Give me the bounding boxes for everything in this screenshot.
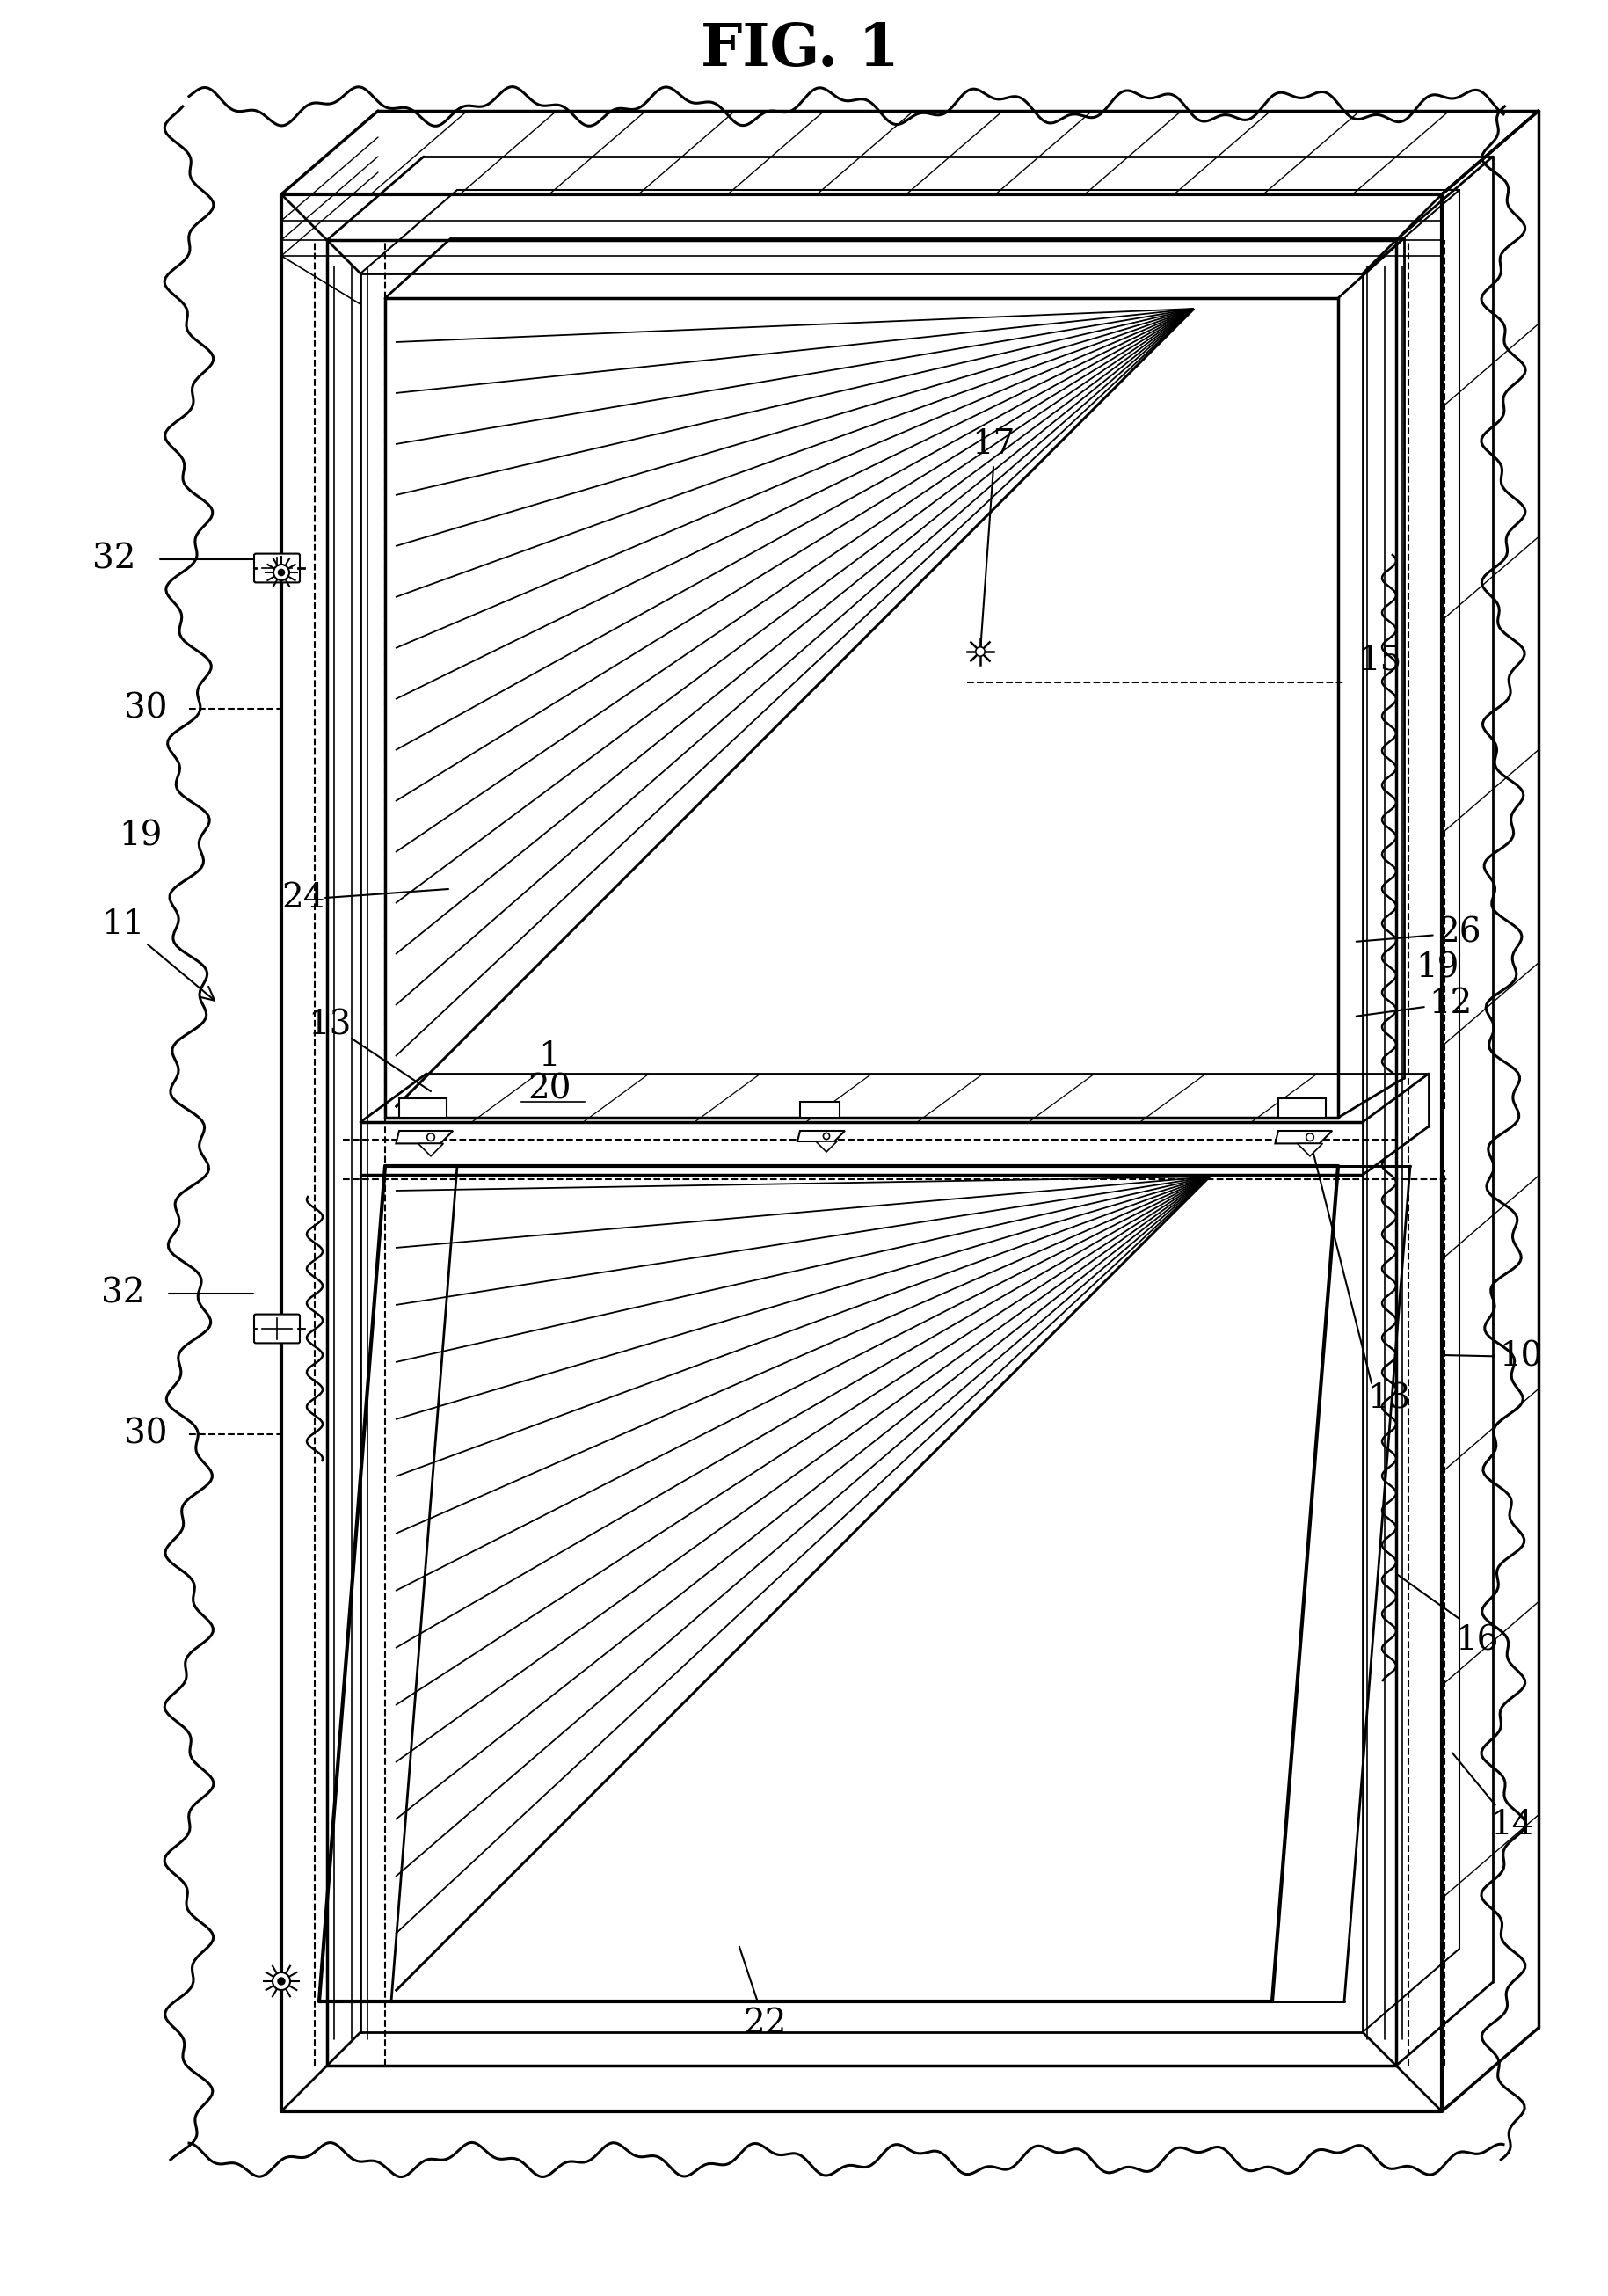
Polygon shape xyxy=(1278,1100,1325,1118)
Polygon shape xyxy=(798,1132,844,1141)
Circle shape xyxy=(273,565,289,581)
Text: 30: 30 xyxy=(124,1419,167,1451)
Polygon shape xyxy=(815,1141,838,1153)
Text: 12: 12 xyxy=(1356,987,1473,1019)
Text: 14: 14 xyxy=(1452,1752,1534,1841)
Text: 13: 13 xyxy=(1367,1382,1410,1414)
Polygon shape xyxy=(1275,1132,1331,1143)
Text: 15: 15 xyxy=(1359,645,1402,677)
Polygon shape xyxy=(1298,1143,1323,1157)
Text: 10: 10 xyxy=(1444,1341,1542,1373)
Text: 32: 32 xyxy=(93,542,137,576)
Text: 11: 11 xyxy=(101,907,214,1001)
Circle shape xyxy=(1306,1134,1314,1141)
Text: 13: 13 xyxy=(309,1008,352,1042)
Circle shape xyxy=(272,1972,289,1991)
Text: 17: 17 xyxy=(971,429,1015,461)
FancyBboxPatch shape xyxy=(254,1313,299,1343)
Polygon shape xyxy=(801,1102,839,1118)
Polygon shape xyxy=(396,1132,453,1143)
Text: 16: 16 xyxy=(1455,1626,1499,1658)
Circle shape xyxy=(976,647,984,657)
Polygon shape xyxy=(399,1100,447,1118)
Text: 32: 32 xyxy=(101,1277,145,1309)
Circle shape xyxy=(428,1134,434,1141)
Polygon shape xyxy=(418,1143,444,1157)
Circle shape xyxy=(278,569,285,576)
Circle shape xyxy=(278,1977,285,1984)
Text: 26: 26 xyxy=(1357,916,1481,948)
Circle shape xyxy=(823,1132,830,1139)
Text: 19: 19 xyxy=(1415,953,1458,985)
Text: 1: 1 xyxy=(539,1040,560,1072)
Text: 20: 20 xyxy=(527,1072,571,1107)
Text: 22: 22 xyxy=(740,1947,786,2039)
FancyBboxPatch shape xyxy=(254,553,299,583)
Text: 24: 24 xyxy=(281,882,325,914)
Text: 30: 30 xyxy=(124,693,167,726)
Text: FIG. 1: FIG. 1 xyxy=(701,21,899,78)
Text: 19: 19 xyxy=(119,820,162,852)
